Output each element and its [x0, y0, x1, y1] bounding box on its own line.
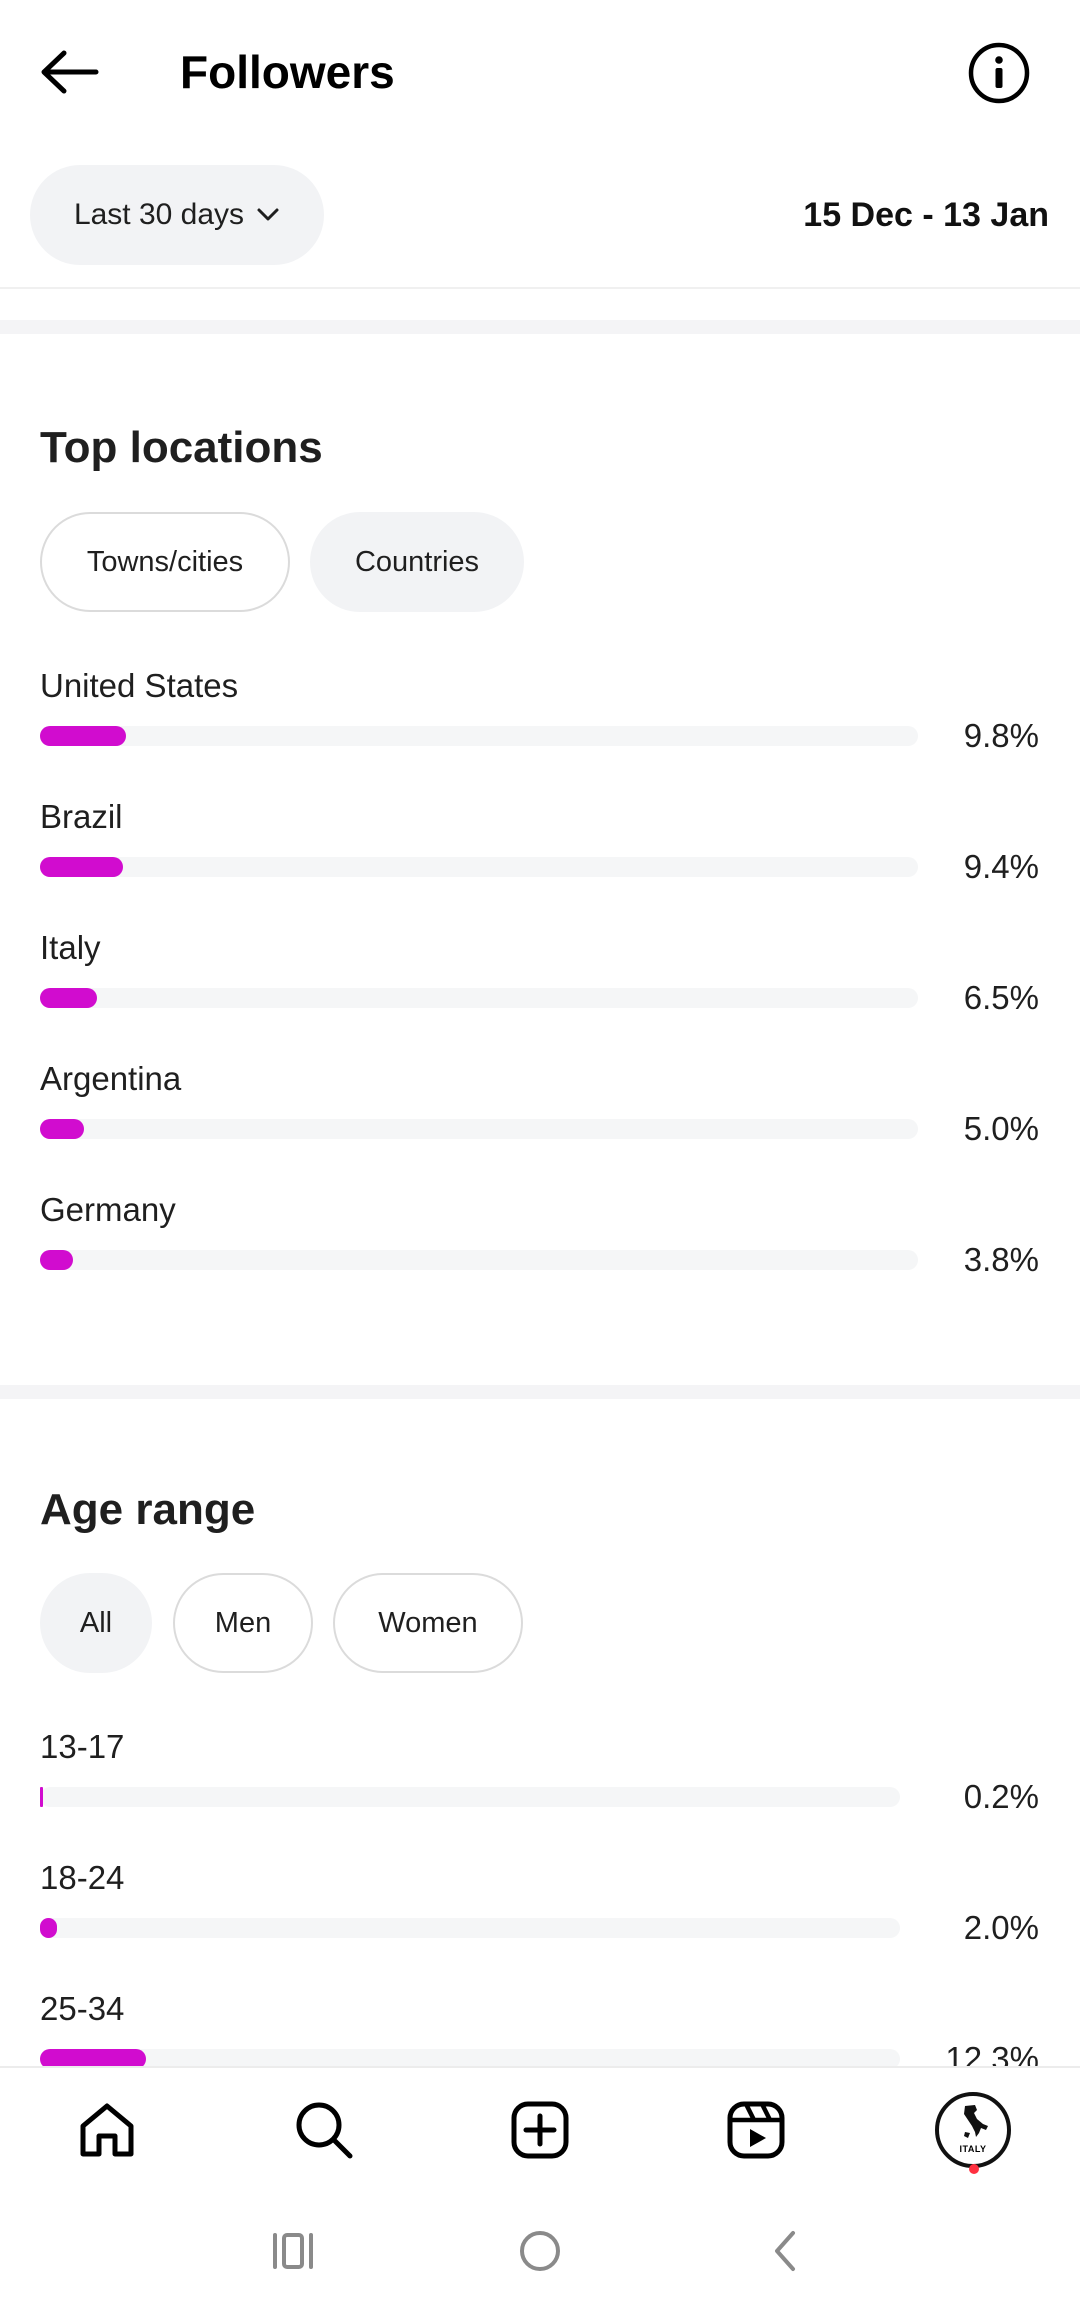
- bar-track: [40, 1787, 900, 1807]
- row-label: 18-24: [40, 1859, 125, 1896]
- row-label: 13-17: [40, 1728, 125, 1765]
- divider: [0, 287, 1080, 289]
- bar-fill: [40, 1787, 43, 1807]
- tab-women[interactable]: Women: [333, 1573, 523, 1673]
- date-range: 15 Dec - 13 Jan: [803, 196, 1049, 234]
- period-dropdown[interactable]: Last 30 days: [30, 165, 324, 265]
- system-nav-bar: [0, 2191, 1080, 2307]
- bar-track: [40, 1918, 900, 1938]
- home-circle-icon: [520, 2231, 560, 2271]
- tab-countries[interactable]: Countries: [310, 512, 524, 612]
- italy-map-icon: [964, 2105, 988, 2138]
- bar-track: [40, 857, 918, 877]
- row-percentage: 3.8%: [963, 1241, 1039, 1278]
- bar-fill: [40, 1918, 57, 1938]
- chevron-down-icon: [257, 208, 279, 221]
- reels-icon: [727, 2101, 785, 2159]
- row-percentage: 9.4%: [963, 848, 1039, 885]
- tab-all[interactable]: All: [40, 1573, 152, 1673]
- header-bar: Followers: [0, 0, 1080, 140]
- row-percentage: 5.0%: [963, 1110, 1039, 1147]
- tab-towns-cities[interactable]: Towns/cities: [40, 512, 290, 612]
- create-icon: [511, 2101, 569, 2159]
- row-percentage: 0.2%: [963, 1778, 1039, 1815]
- row-label: Italy: [40, 929, 101, 966]
- row-label: United States: [40, 667, 239, 704]
- nav-create[interactable]: [500, 2090, 580, 2170]
- row-label: Germany: [40, 1191, 176, 1228]
- tab-men[interactable]: Men: [173, 1573, 313, 1673]
- page-title: Followers: [180, 46, 395, 98]
- bar-fill: [40, 726, 126, 746]
- row-percentage: 9.8%: [963, 717, 1039, 754]
- bar-track: [40, 2049, 900, 2069]
- recent-apps-icon: [273, 2233, 313, 2269]
- bar-track: [40, 1119, 918, 1139]
- bar-fill: [40, 2049, 146, 2069]
- bar-fill: [40, 988, 97, 1008]
- home-system-button[interactable]: [510, 2221, 570, 2281]
- info-button[interactable]: [966, 40, 1032, 106]
- notification-dot: [969, 2164, 979, 2174]
- bar-fill: [40, 1119, 84, 1139]
- section-divider: [0, 320, 1080, 334]
- row-label: Brazil: [40, 798, 123, 835]
- back-button[interactable]: [38, 40, 102, 104]
- bar-fill: [40, 1250, 73, 1270]
- recent-apps-button[interactable]: [263, 2221, 323, 2281]
- bar-track: [40, 726, 918, 746]
- profile-avatar: ITALY: [935, 2092, 1011, 2168]
- avatar-text: ITALY: [959, 2144, 987, 2154]
- bar-track: [40, 1250, 918, 1270]
- row-percentage: 2.0%: [963, 1909, 1039, 1946]
- bottom-nav: ITALY: [0, 2066, 1080, 2191]
- nav-profile[interactable]: ITALY: [933, 2090, 1013, 2170]
- section-divider: [0, 1385, 1080, 1399]
- back-arrow-icon: [41, 50, 99, 94]
- bar-fill: [40, 857, 123, 877]
- nav-reels[interactable]: [716, 2090, 796, 2170]
- bar-track: [40, 988, 918, 1008]
- nav-home[interactable]: [67, 2090, 147, 2170]
- top-locations-title: Top locations: [40, 423, 323, 472]
- period-label: Last 30 days: [73, 198, 245, 231]
- nav-search[interactable]: [284, 2090, 364, 2170]
- info-icon: [968, 42, 1030, 104]
- age-range-title: Age range: [40, 1485, 256, 1534]
- search-icon: [296, 2102, 353, 2159]
- row-percentage: 6.5%: [963, 979, 1039, 1016]
- back-system-button[interactable]: [755, 2221, 815, 2281]
- home-icon: [80, 2103, 134, 2157]
- row-label: Argentina: [40, 1060, 182, 1097]
- row-label: 25-34: [40, 1990, 125, 2027]
- back-chevron-icon: [775, 2231, 795, 2271]
